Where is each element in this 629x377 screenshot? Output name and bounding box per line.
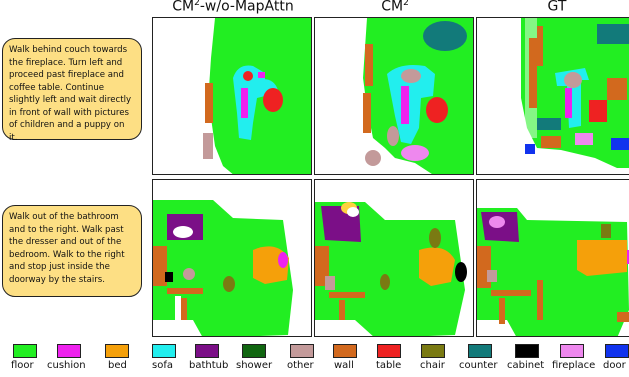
- legend-swatch: [290, 344, 314, 358]
- column-header-suffix: -w/o-MapAttn: [199, 0, 294, 15]
- semantic-map: [477, 208, 629, 336]
- column-header-gt: GT: [477, 0, 629, 15]
- legend-label: floor: [11, 360, 34, 371]
- legend-label: wall: [334, 360, 354, 371]
- legend-label: sofa: [152, 360, 173, 371]
- legend-swatch: [515, 344, 539, 358]
- semantic-map: [203, 18, 311, 174]
- legend-swatch: [57, 344, 81, 358]
- legend-label: counter: [459, 360, 498, 371]
- legend-label: shower: [236, 360, 273, 371]
- legend-label: other: [287, 360, 314, 371]
- legend-label: bed: [108, 360, 127, 371]
- semantic-map: [153, 200, 293, 336]
- legend-label: bathtub: [189, 360, 229, 371]
- legend-swatch: [605, 344, 629, 358]
- instruction-box-1: Walk behind couch towards the fireplace.…: [2, 38, 142, 143]
- legend-swatch: [468, 344, 492, 358]
- map-panel-row2-cm2: [314, 179, 474, 337]
- column-header-cm2-wo-mapattn: CM2-w/o-MapAttn: [153, 0, 313, 15]
- legend-label: chair: [420, 360, 445, 371]
- column-header-label: CM: [172, 0, 195, 15]
- legend-label: table: [376, 360, 402, 371]
- legend-swatch: [333, 344, 357, 358]
- legend-swatch: [242, 344, 266, 358]
- legend-swatch: [560, 344, 584, 358]
- legend-swatch: [13, 344, 37, 358]
- column-header-sup: 2: [194, 0, 200, 8]
- legend-swatch: [195, 344, 219, 358]
- legend-label: cushion: [47, 360, 86, 371]
- column-header-cm2: CM2: [315, 0, 475, 15]
- semantic-map: [315, 202, 467, 336]
- legend-label: fireplace: [552, 360, 596, 371]
- semantic-map: [363, 18, 473, 174]
- legend-swatch: [105, 344, 129, 358]
- column-header-label: CM: [381, 0, 404, 15]
- legend-label: cabinet: [507, 360, 545, 371]
- legend-swatch: [421, 344, 445, 358]
- map-panel-row2-cm2-wo-mapattn: [152, 179, 312, 337]
- column-header-sup: 2: [403, 0, 409, 8]
- semantic-map: [521, 18, 629, 168]
- map-panel-row1-cm2-wo-mapattn: [152, 17, 312, 175]
- map-panel-row1-gt: [476, 17, 629, 175]
- map-panel-row2-gt: [476, 179, 629, 337]
- legend-swatch: [152, 344, 176, 358]
- legend-swatch: [377, 344, 401, 358]
- legend-label: door: [603, 360, 626, 371]
- instruction-box-2: Walk out of the bathroom and to the righ…: [2, 205, 142, 297]
- column-header-label: GT: [547, 0, 567, 15]
- map-panel-row1-cm2: [314, 17, 474, 175]
